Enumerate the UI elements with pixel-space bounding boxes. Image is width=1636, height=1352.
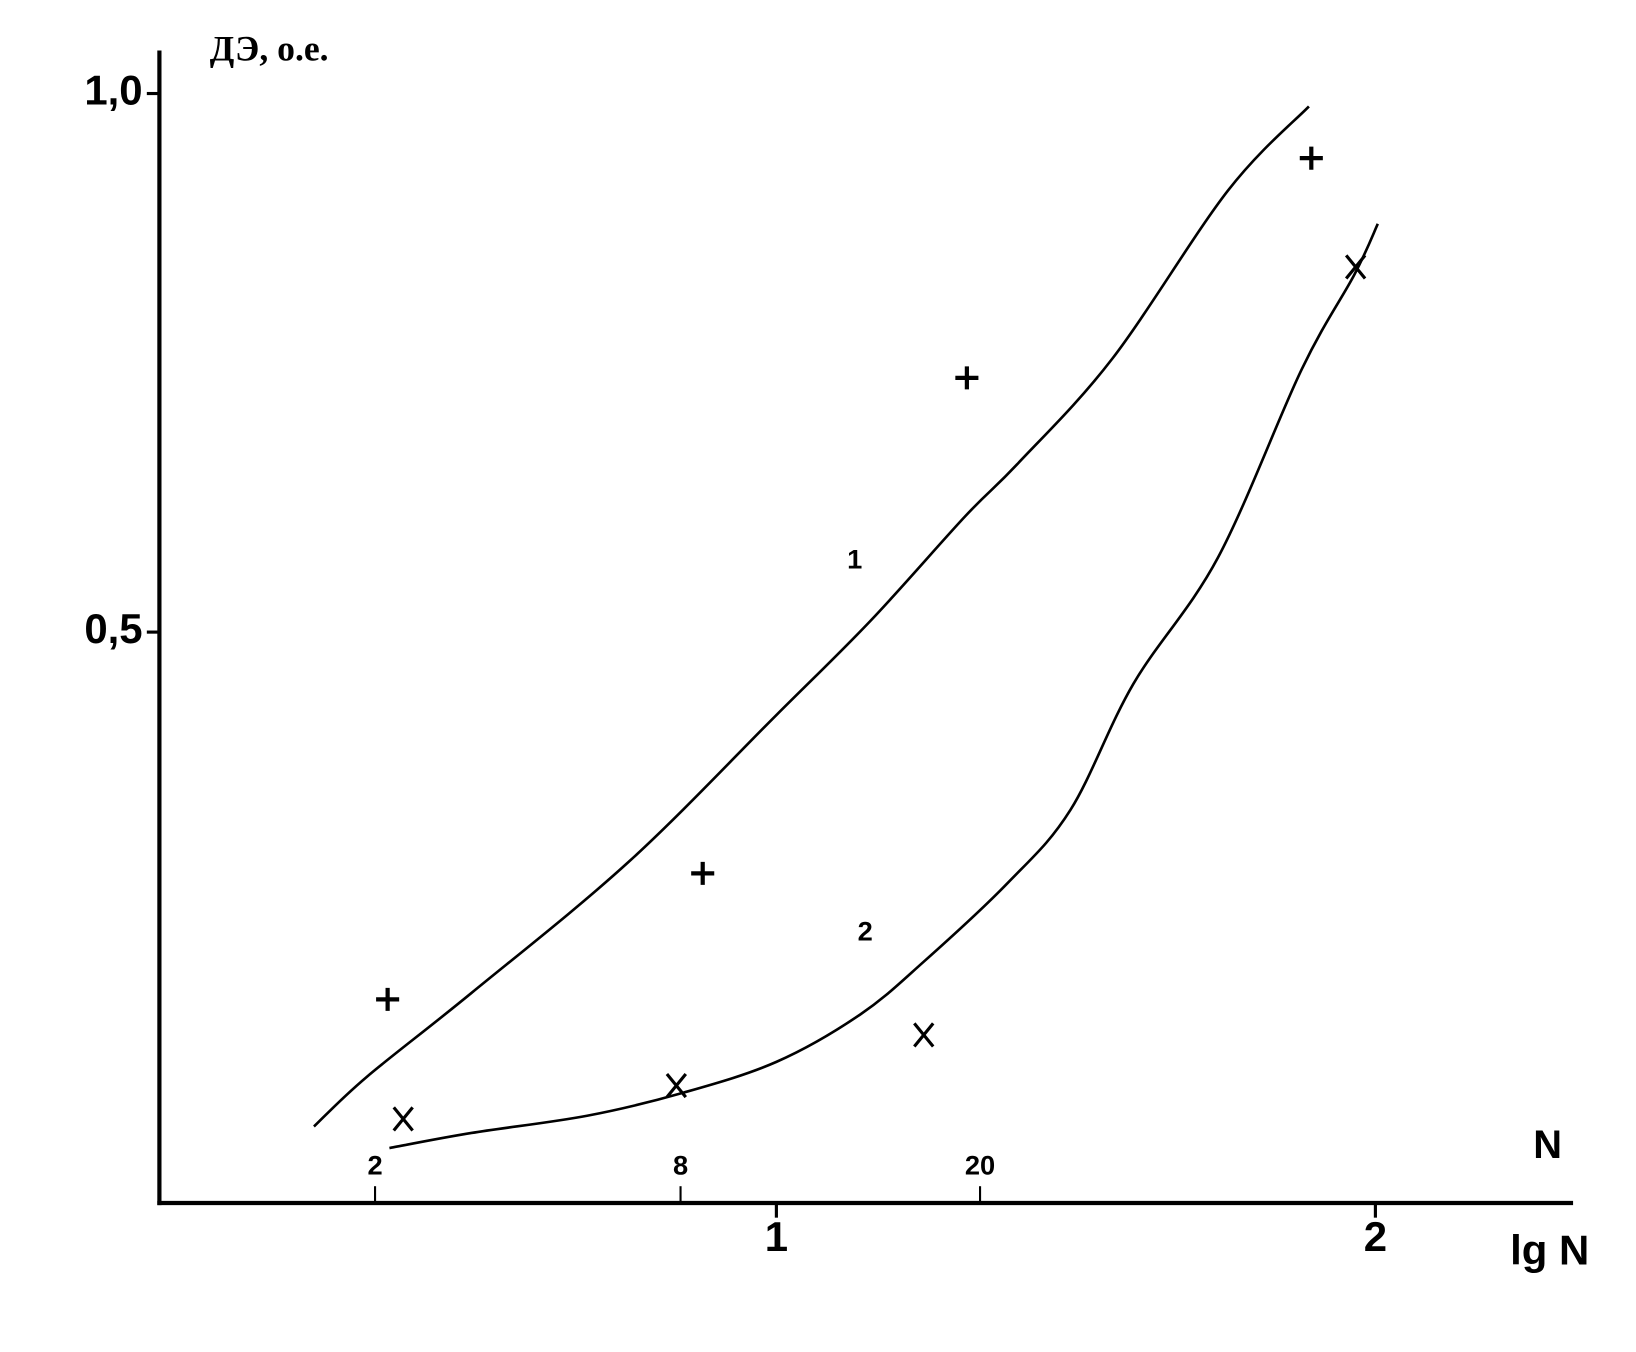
curve — [389, 223, 1379, 1150]
x2-tick-label: 2 — [367, 1150, 382, 1181]
point — [665, 1073, 688, 1099]
x2-tick-label: 8 — [673, 1150, 688, 1181]
point — [1344, 254, 1367, 280]
curve-label: 2 — [858, 916, 873, 947]
point — [1299, 146, 1323, 170]
point — [392, 1106, 414, 1132]
point — [913, 1022, 935, 1048]
y-tick-label: 1,0 — [84, 67, 142, 114]
y-tick-label: 0,5 — [84, 605, 142, 652]
x-tick-label: 2 — [1364, 1213, 1387, 1260]
curve-label: 1 — [847, 543, 862, 574]
point — [691, 861, 715, 885]
x2-axis-label: N — [1533, 1123, 1562, 1167]
point — [955, 366, 979, 390]
point — [376, 987, 400, 1011]
x2-tick-label: 20 — [965, 1150, 995, 1181]
curve — [313, 105, 1310, 1128]
x-tick-label: 1 — [765, 1213, 788, 1260]
y-axis-label: ДЭ, о.е. — [210, 29, 329, 69]
x-axis-label: lg N — [1510, 1226, 1589, 1273]
